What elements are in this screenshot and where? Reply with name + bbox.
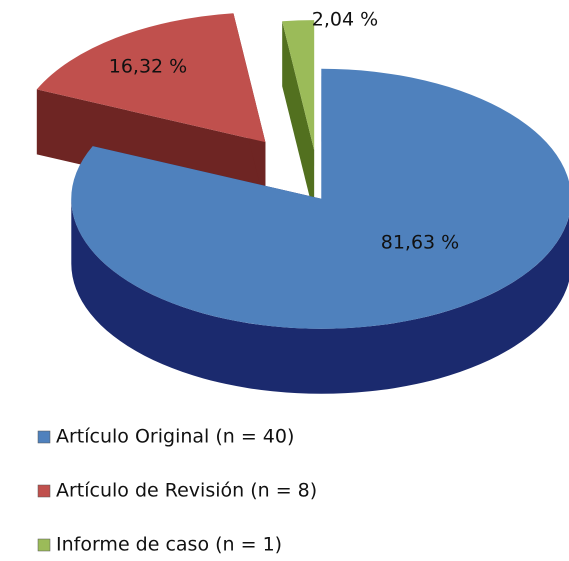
data-label: 2,04 %: [312, 9, 378, 31]
legend-label: Artículo Original (n = 40): [56, 426, 294, 448]
slice: [71, 68, 569, 329]
slice: [36, 13, 266, 143]
slice-wall: [71, 198, 569, 394]
data-label: 16,32 %: [109, 56, 188, 78]
data-label: 81,63 %: [381, 232, 460, 254]
slice-side: [282, 21, 315, 216]
legend-swatch: [37, 484, 51, 498]
legend-swatch: [37, 538, 51, 552]
slice: [282, 20, 315, 151]
legend-label: Informe de caso (n = 1): [56, 534, 282, 556]
legend-swatch: [37, 430, 51, 444]
legend-label: Artículo de Revisión (n = 8): [56, 480, 317, 502]
